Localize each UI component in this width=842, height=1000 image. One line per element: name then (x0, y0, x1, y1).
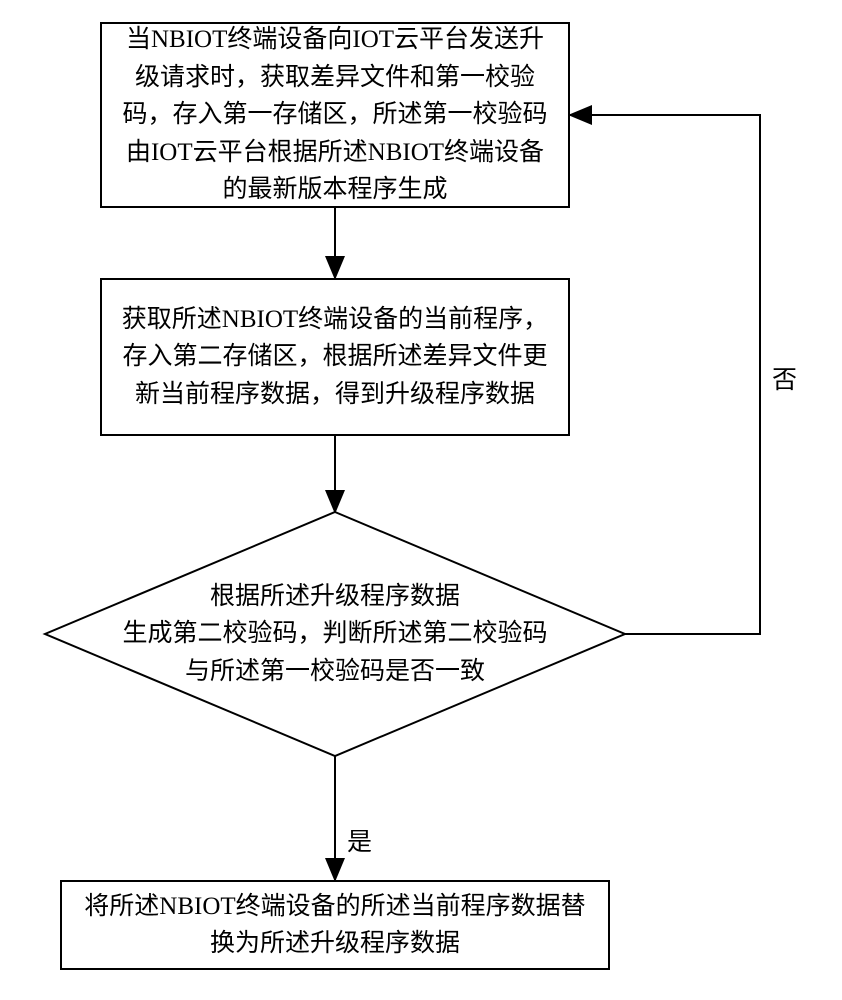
decision-line-1: 根据所述升级程序数据 (122, 578, 547, 616)
connector-no (0, 0, 842, 1000)
decision-text-container: 根据所述升级程序数据 生成第二校验码，判断所述第二校验码 与所述第一校验码是否一… (122, 578, 547, 691)
decision-line-2: 生成第二校验码，判断所述第二校验码 (122, 615, 547, 653)
flowchart-step-3: 将所述NBIOT终端设备的所述当前程序数据替换为所述升级程序数据 (60, 880, 610, 970)
step-3-text: 将所述NBIOT终端设备的所述当前程序数据替换为所述升级程序数据 (80, 888, 590, 963)
edge-label-no: 否 (770, 360, 799, 396)
no-text: 否 (772, 367, 797, 394)
decision-line-3: 与所述第一校验码是否一致 (122, 653, 547, 691)
